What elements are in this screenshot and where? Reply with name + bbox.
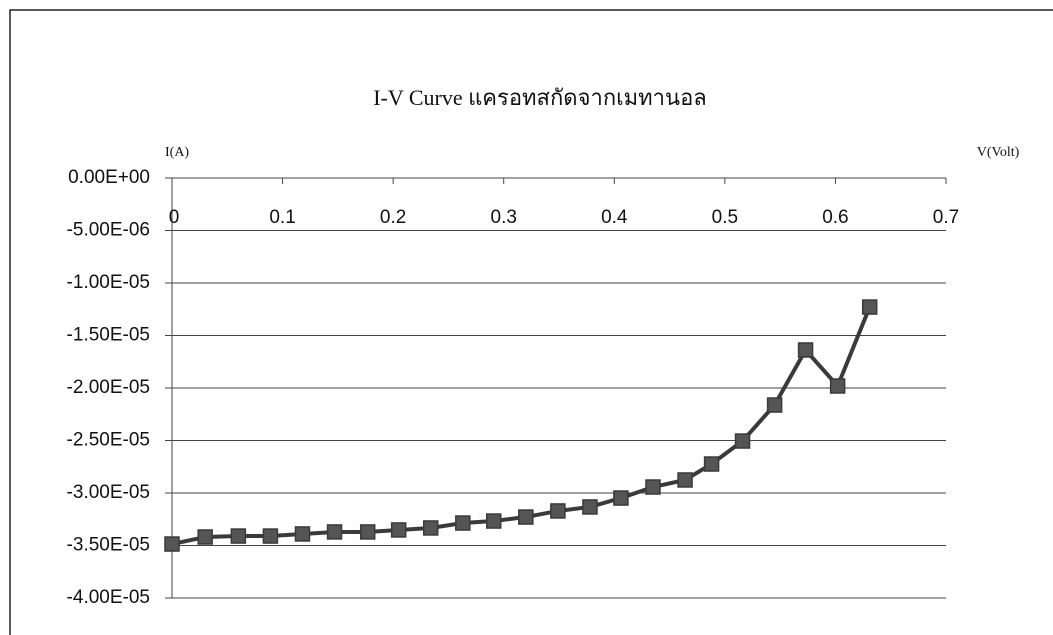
data-point bbox=[582, 499, 598, 515]
y-tick-label: -1.50E-05 bbox=[67, 325, 150, 346]
data-point bbox=[230, 528, 247, 544]
x-tick-label: 0.7 bbox=[933, 207, 959, 228]
y-tick-label: -3.00E-05 bbox=[67, 482, 150, 503]
data-point bbox=[262, 528, 279, 544]
data-point bbox=[518, 509, 534, 525]
x-tick-label: 0.3 bbox=[491, 207, 517, 228]
chart-frame bbox=[9, 9, 1053, 635]
data-point bbox=[645, 479, 661, 495]
data-point bbox=[613, 490, 629, 506]
data-point bbox=[390, 522, 407, 538]
data-point bbox=[294, 526, 311, 542]
y-tick-label: -3.50E-05 bbox=[67, 535, 150, 556]
data-point bbox=[326, 524, 343, 540]
x-tick-label: 0.4 bbox=[601, 207, 628, 228]
data-point bbox=[766, 397, 783, 413]
x-tick-label: 0.1 bbox=[269, 207, 295, 228]
x-axis-label: V(Volt) bbox=[977, 145, 1020, 160]
data-point bbox=[486, 513, 502, 529]
y-tick-label: -2.00E-05 bbox=[67, 377, 150, 398]
data-point bbox=[359, 524, 376, 540]
y-tick-label: -5.00E-06 bbox=[67, 220, 150, 241]
chart-title: I-V Curve แครอทสกัดจากเมทานอล bbox=[373, 85, 707, 110]
data-point bbox=[455, 515, 471, 531]
x-tick-label: 0 bbox=[169, 207, 180, 228]
y-tick-label: -2.50E-05 bbox=[67, 430, 150, 451]
data-point bbox=[829, 378, 846, 394]
data-point bbox=[677, 472, 693, 488]
data-point bbox=[797, 342, 814, 358]
data-point bbox=[164, 536, 180, 552]
data-point bbox=[734, 433, 751, 449]
y-tick-label: 0.00E+00 bbox=[68, 167, 150, 188]
data-point bbox=[197, 529, 213, 545]
data-point bbox=[422, 520, 439, 536]
x-tick-label: 0.5 bbox=[712, 207, 738, 228]
y-tick-label: -1.00E-05 bbox=[67, 272, 150, 293]
data-point bbox=[550, 503, 566, 519]
y-tick-label: -4.00E-05 bbox=[67, 587, 150, 608]
x-tick-label: 0.6 bbox=[822, 207, 848, 228]
x-tick-label: 0.2 bbox=[380, 207, 406, 228]
y-axis-label: I(A) bbox=[165, 145, 189, 160]
data-point bbox=[703, 456, 720, 472]
series-line bbox=[171, 306, 872, 546]
data-point bbox=[861, 299, 878, 315]
